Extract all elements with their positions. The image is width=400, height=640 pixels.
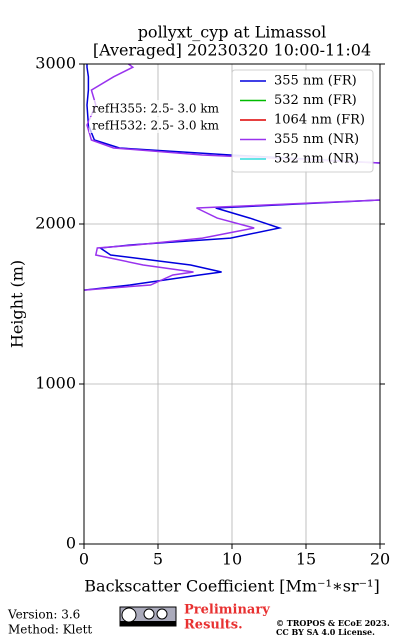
y-tick-label: 1000 — [35, 374, 76, 393]
chart-title: pollyxt_cyp at Limassol — [138, 23, 327, 42]
annotation-box — [89, 117, 229, 133]
legend-box — [231, 69, 374, 173]
x-tick-label: 5 — [153, 550, 163, 569]
legend-label: 532 nm (NR) — [274, 152, 359, 167]
method: Method: Klett — [8, 623, 92, 637]
chart-title: [Averaged] 20230320 10:00-11:04 — [93, 41, 371, 60]
version: Version: 3.6 — [7, 608, 80, 622]
legend-label: 355 nm (FR) — [274, 74, 357, 89]
x-tick-label: 20 — [370, 550, 390, 569]
y-tick-label: 0 — [66, 534, 76, 553]
copyright: CC BY SA 4.0 License. — [276, 627, 375, 637]
x-tick-label: 10 — [222, 550, 242, 569]
y-tick-label: 2000 — [35, 214, 76, 233]
x-axis-label: Backscatter Coefficient [Mm⁻¹∗sr⁻¹] — [84, 577, 379, 596]
annotation: refH355: 2.5- 3.0 km — [92, 102, 220, 116]
annotation: refH532: 2.5- 3.0 km — [92, 119, 220, 133]
legend-label: 532 nm (FR) — [274, 93, 357, 108]
legend-label: 355 nm (NR) — [274, 132, 359, 147]
copyright: © TROPOS & ECoE 2023. — [276, 618, 390, 628]
preliminary: Preliminary — [184, 603, 270, 618]
x-tick-label: 15 — [296, 550, 316, 569]
cc-badge — [119, 606, 177, 627]
legend-label: 1064 nm (FR) — [274, 113, 365, 128]
y-axis-label: Height (m) — [8, 260, 27, 348]
annotation-box — [89, 100, 229, 116]
y-tick-label: 3000 — [35, 54, 76, 73]
preliminary: Results. — [184, 618, 243, 633]
x-tick-label: 0 — [79, 550, 89, 569]
